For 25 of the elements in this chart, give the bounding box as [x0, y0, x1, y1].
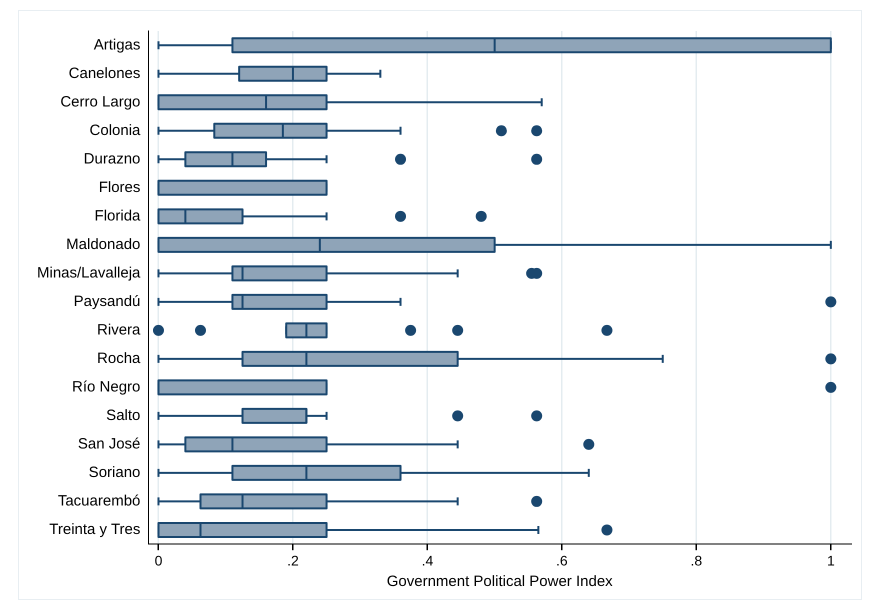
y-tick-label: Maldonado [66, 236, 140, 253]
y-tick-label: Tacuarembó [58, 492, 140, 510]
y-tick-label: Colonia [90, 122, 142, 139]
x-tick-label: 0 [154, 552, 163, 568]
x-tick-label: .4 [422, 552, 434, 568]
y-tick-label: Salto [106, 407, 140, 424]
y-tick-label: Soriano [88, 464, 140, 482]
y-tick-label: Paysandú [74, 292, 140, 310]
y-tick-label: Rocha [97, 350, 142, 368]
y-tick-label: Minas/Lavalleja [37, 264, 142, 282]
y-tick-label: Rivera [97, 322, 142, 339]
x-tick-label: .8 [690, 552, 702, 568]
x-axis-title: Government Political Power Index [386, 573, 614, 590]
y-tick-label: Treinta y Tres [49, 521, 140, 538]
y-tick-label: Flores [98, 178, 140, 196]
y-tick-label: Cerro Largo [60, 93, 140, 110]
y-tick-label: Río Negro [72, 378, 140, 396]
y-tick-label: Artigas [94, 36, 140, 54]
y-tick-label: Florida [94, 207, 142, 224]
y-tick-label: Durazno [84, 150, 140, 168]
x-tick-label: 1 [826, 552, 835, 568]
x-tick-label: .2 [287, 552, 299, 568]
y-tick-label: Canelones [68, 64, 140, 82]
y-tick-label: San José [78, 436, 140, 453]
x-tick-label: .6 [556, 552, 568, 568]
